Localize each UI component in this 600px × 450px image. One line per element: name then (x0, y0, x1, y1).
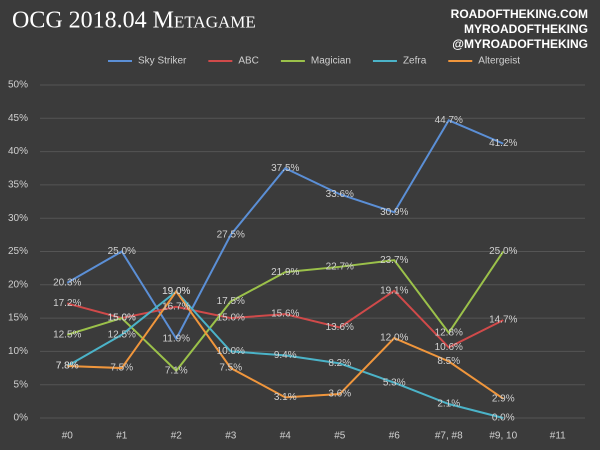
data-label: 21.9% (271, 267, 299, 278)
legend-label: ABC (238, 56, 259, 67)
data-label: 7.5% (110, 363, 133, 374)
x-tick-label: #3 (225, 431, 237, 442)
legend-label: Sky Striker (138, 56, 187, 67)
data-label: 7.8% (56, 361, 79, 372)
y-tick-label: 35% (8, 180, 28, 191)
y-tick-label: 5% (14, 379, 29, 390)
data-label: 7.8% (56, 361, 79, 372)
data-label: 10.0% (217, 346, 245, 357)
data-label: 41.2% (489, 138, 517, 149)
data-label: 23.7% (380, 255, 408, 266)
y-tick-label: 50% (8, 80, 28, 91)
data-label: 0.0% (492, 413, 515, 424)
data-label: 16.7% (162, 301, 190, 312)
x-tick-label: #1 (116, 431, 128, 442)
x-tick-label: #11 (550, 431, 566, 442)
data-label: 3.6% (328, 389, 351, 400)
data-label: 30.9% (380, 207, 408, 218)
data-label: 9.4% (274, 350, 297, 361)
data-label: 33.6% (326, 189, 354, 200)
x-tick-label: #0 (62, 431, 74, 442)
data-label: 12.0% (380, 333, 408, 344)
y-tick-label: 30% (8, 213, 28, 224)
data-label: 22.7% (326, 261, 354, 272)
data-label: 7.1% (165, 365, 188, 376)
data-label: 8.5% (437, 356, 460, 367)
legend-label: Altergeist (478, 56, 520, 67)
y-tick-label: 0% (14, 413, 29, 424)
data-label: 15.6% (271, 309, 299, 320)
series-line (66, 119, 504, 341)
data-label: 17.2% (53, 298, 81, 309)
data-label: 15.0% (108, 313, 136, 324)
x-tick-label: #6 (389, 431, 401, 442)
series-line (66, 289, 504, 349)
series-line (67, 289, 504, 400)
data-label: 12.5% (108, 329, 136, 340)
data-label: 10.6% (435, 342, 463, 353)
data-label: 12.5% (53, 329, 81, 340)
y-tick-label: 40% (8, 146, 28, 157)
brand-site: ROADOFTHEKING.COM (451, 7, 588, 21)
data-label: 5.3% (383, 377, 406, 388)
data-label: 15.0% (217, 313, 245, 324)
chart-title: OCG 2018.04 Metagame (12, 8, 256, 34)
x-tick-label: #4 (280, 431, 292, 442)
data-label: 17.5% (217, 296, 245, 307)
y-tick-label: 20% (8, 279, 28, 290)
legend-label: Zefra (403, 56, 427, 67)
data-label: 19.1% (380, 285, 408, 296)
x-tick-label: #2 (171, 431, 183, 442)
data-label: 2.9% (492, 393, 515, 404)
x-tick-label: #5 (334, 431, 346, 442)
data-label: 11.9% (162, 333, 190, 344)
series-line (66, 290, 504, 419)
data-label: 3.1% (274, 392, 297, 403)
data-label: 25.0% (108, 246, 136, 257)
x-tick-label: #7, #8 (435, 431, 463, 442)
data-label: 14.7% (489, 315, 517, 326)
data-label: 12.8% (435, 327, 463, 338)
x-tick-label: #9, 10 (489, 431, 517, 442)
brand-twitter: @MYROADOFTHEKING (452, 37, 588, 51)
data-label: 44.7% (435, 115, 463, 126)
y-tick-label: 45% (8, 113, 28, 124)
data-label: 19.0% (162, 286, 190, 297)
data-label: 2.1% (437, 399, 460, 410)
data-label: 20.3% (53, 277, 81, 288)
data-label: 27.5% (217, 229, 245, 240)
data-label: 37.5% (271, 163, 299, 174)
series-line (66, 250, 505, 373)
data-label: 15.0% (108, 313, 136, 324)
data-label: 7.5% (219, 363, 242, 374)
y-tick-label: 15% (8, 313, 28, 324)
brand-facebook: MYROADOFTHEKING (464, 22, 588, 36)
data-label: 8.2% (328, 358, 351, 369)
data-label: 13.6% (326, 322, 354, 333)
y-tick-label: 25% (8, 246, 28, 257)
data-label: 19.0% (162, 286, 190, 297)
y-tick-label: 10% (8, 346, 28, 357)
data-label: 25.0% (489, 246, 517, 257)
legend-label: Magician (311, 56, 351, 67)
